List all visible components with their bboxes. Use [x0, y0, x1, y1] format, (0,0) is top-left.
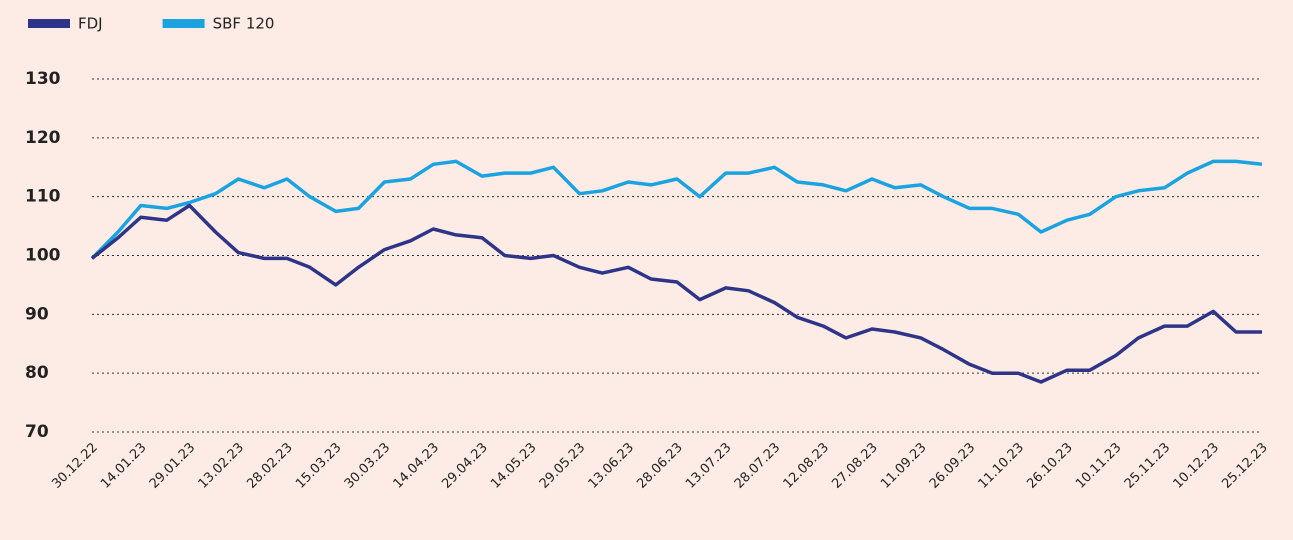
x-tick-label: 29.01.23 [147, 440, 199, 492]
series-line [90, 159, 1263, 260]
x-tick-label: 30.03.23 [342, 440, 394, 492]
y-tick-label: 120 [25, 128, 61, 148]
x-tick-label: 10.11.23 [1073, 440, 1125, 492]
legend-swatch [162, 19, 205, 28]
x-tick-label: 13.02.23 [196, 440, 248, 492]
y-tick-label: 80 [25, 363, 49, 383]
x-tick-label: 12.08.23 [781, 440, 833, 492]
x-tick-label: 14.04.23 [391, 440, 443, 492]
x-tick-label: 26.09.23 [927, 440, 979, 492]
x-tick-label: 13.06.23 [586, 440, 638, 492]
x-tick-label: 11.10.23 [976, 440, 1028, 492]
legend-swatch [28, 19, 70, 28]
y-tick-label: 90 [25, 304, 49, 324]
series-line [90, 203, 1262, 384]
y-tick-label: 100 [25, 246, 61, 266]
x-tick-label: 26.10.23 [1024, 440, 1076, 492]
x-tick-label: 14.05.23 [488, 440, 540, 492]
x-tick-label: 28.02.23 [244, 440, 296, 492]
x-tick-label: 27.08.23 [829, 440, 881, 492]
x-tick-label: 11.09.23 [878, 440, 930, 492]
x-tick-label: 30.12.22 [49, 440, 101, 492]
x-tick-label: 13.07.23 [683, 440, 735, 492]
x-tick-label: 28.07.23 [732, 440, 784, 492]
y-tick-label: 130 [25, 69, 61, 89]
x-tick-label: 15.03.23 [293, 440, 345, 492]
legend-label: FDJ [78, 15, 103, 33]
x-tick-label: 14.01.23 [98, 440, 150, 492]
x-tick-label: 29.05.23 [537, 440, 589, 492]
y-tick-label: 110 [25, 187, 61, 207]
x-tick-label: 10.12.23 [1171, 440, 1223, 492]
x-tick-label: 25.12.23 [1219, 440, 1271, 492]
x-tick-label: 28.06.23 [634, 440, 686, 492]
x-tick-label: 29.04.23 [439, 440, 491, 492]
legend-label: SBF 120 [213, 15, 275, 33]
y-tick-label: 70 [25, 422, 49, 442]
x-tick-label: 25.11.23 [1122, 440, 1174, 492]
